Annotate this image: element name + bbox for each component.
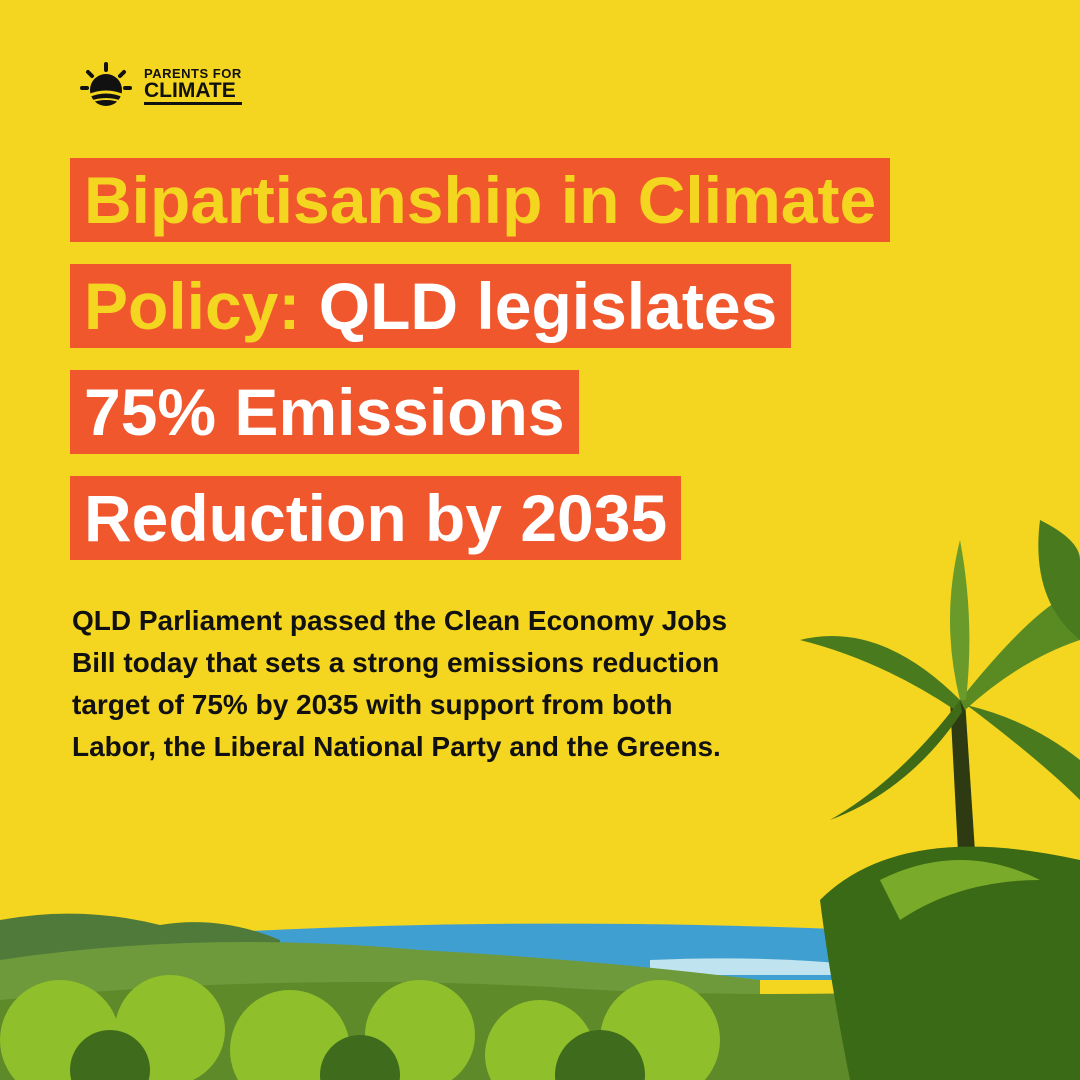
headline-line: 75% Emissions bbox=[70, 370, 1070, 454]
logo-line: PARENTS FOR bbox=[144, 66, 242, 81]
body-text: QLD Parliament passed the Clean Economy … bbox=[72, 600, 892, 768]
headline-highlight: Bipartisanship in Climate bbox=[70, 158, 891, 242]
headline-line: Policy: QLD legislates bbox=[70, 264, 1070, 348]
trees-shade bbox=[70, 1030, 645, 1080]
logo-text: PARENTS FOR CLIMATE bbox=[144, 67, 242, 105]
logo-line: CLIMATE bbox=[144, 80, 242, 105]
body-line: Bill today that sets a strong emissions … bbox=[72, 647, 720, 678]
headline-text: Policy: bbox=[84, 269, 301, 343]
headline-text: QLD legislates bbox=[300, 269, 778, 343]
shore bbox=[650, 958, 860, 975]
headline: Bipartisanship in Climate Policy: QLD leg… bbox=[70, 158, 1070, 582]
body-line: Labor, the Liberal National Party and th… bbox=[72, 731, 721, 762]
logo: PARENTS FOR CLIMATE bbox=[80, 60, 242, 112]
body-line: target of 75% by 2035 with support from … bbox=[72, 689, 673, 720]
logo-mark bbox=[80, 62, 132, 106]
headline-text: Reduction by 2035 bbox=[84, 481, 668, 555]
headline-line: Reduction by 2035 bbox=[70, 476, 1070, 560]
headline-text: 75% Emissions bbox=[84, 375, 565, 449]
headline-line: Bipartisanship in Climate bbox=[70, 158, 1070, 242]
headline-text: Bipartisanship in Climate bbox=[84, 163, 877, 237]
headline-highlight: 75% Emissions bbox=[70, 370, 579, 454]
headline-highlight: Reduction by 2035 bbox=[70, 476, 682, 560]
body-line: QLD Parliament passed the Clean Economy … bbox=[72, 605, 728, 636]
headline-highlight: Policy: QLD legislates bbox=[70, 264, 792, 348]
tree-fern bbox=[800, 520, 1080, 1080]
